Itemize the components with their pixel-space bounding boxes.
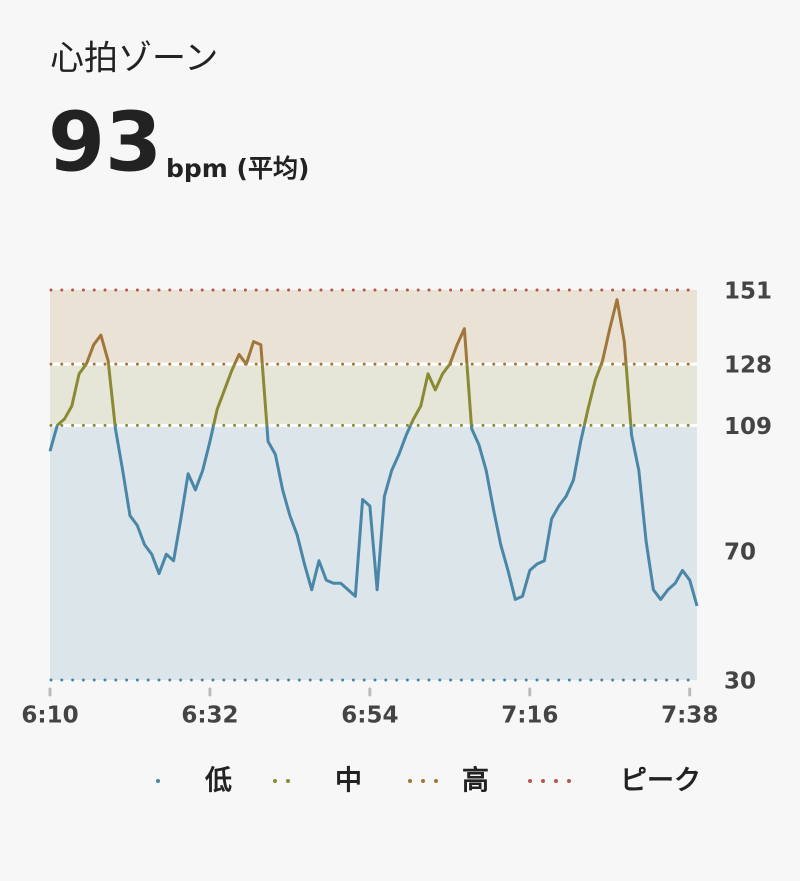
y-tick-label: 70 <box>724 540 756 566</box>
average-unit: bpm (平均) <box>166 154 309 183</box>
heart-rate-line <box>48 425 699 607</box>
y-tick-label: 30 <box>724 669 756 695</box>
zone-band <box>50 364 697 426</box>
legend-dot <box>528 779 532 783</box>
x-tick-label: 6:32 <box>181 703 238 729</box>
x-tick-label: 7:38 <box>661 703 718 729</box>
legend-dot <box>408 779 412 783</box>
legend-label: 低 <box>204 766 232 797</box>
legend-dot <box>554 779 558 783</box>
x-tick-label: 6:54 <box>341 703 398 729</box>
average-value: 93 <box>48 95 162 190</box>
legend-dot <box>541 779 545 783</box>
heart-rate-line <box>55 364 633 426</box>
x-tick-label: 6:10 <box>21 703 78 729</box>
legend-dot <box>156 779 160 783</box>
y-tick-label: 151 <box>724 279 772 305</box>
zone-band <box>50 290 697 365</box>
title: 心拍ゾーン <box>50 39 218 79</box>
x-tick-label: 7:16 <box>501 703 558 729</box>
legend-label: 中 <box>335 766 362 797</box>
y-tick-label: 109 <box>724 414 772 440</box>
y-tick-label: 128 <box>724 353 772 379</box>
legend-dot <box>273 779 277 783</box>
legend-dot <box>567 779 571 783</box>
legend-dot <box>421 779 425 783</box>
legend-dot <box>286 779 290 783</box>
legend-label: 高 <box>462 765 489 797</box>
legend-label: ピーク <box>620 766 701 797</box>
legend-dot <box>434 779 438 783</box>
